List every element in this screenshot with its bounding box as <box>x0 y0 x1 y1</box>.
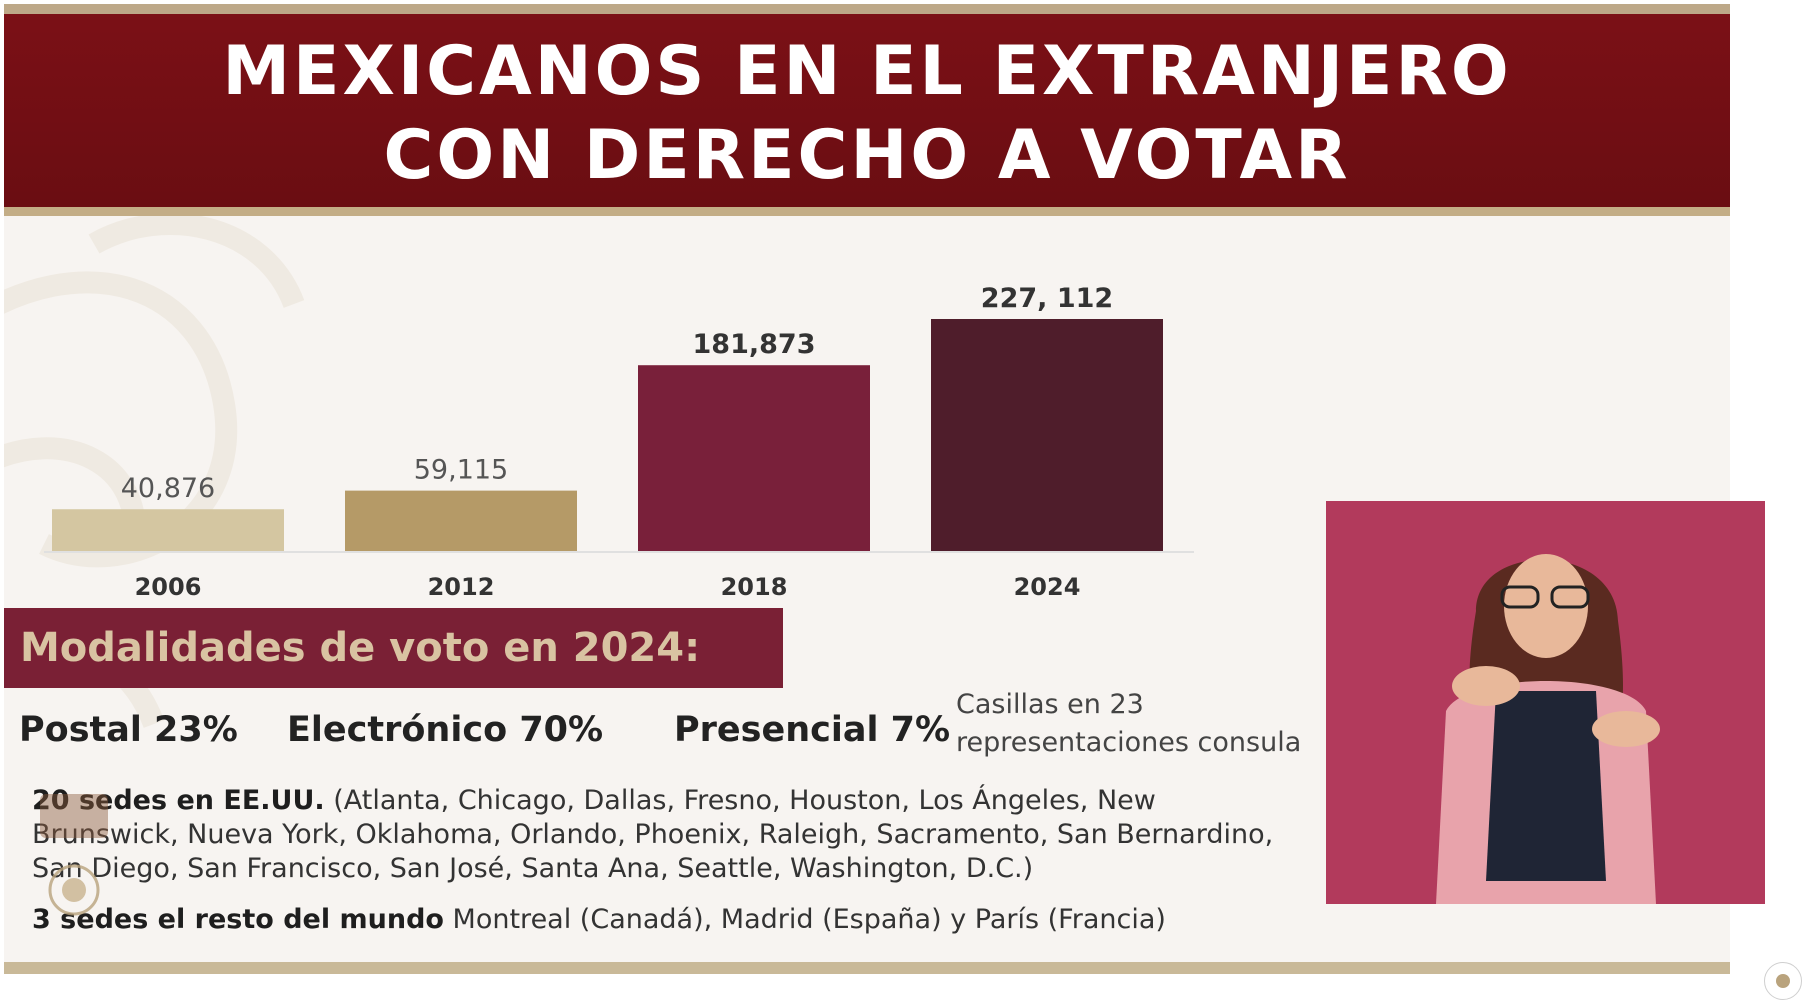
sign-language-interpreter-panel <box>1326 501 1765 904</box>
category-label-2006: 2006 <box>135 573 202 601</box>
casillas-note: Casillas en 23 representaciones consula <box>956 686 1330 766</box>
title-line-2: CON DERECHO A VOTAR <box>383 116 1351 195</box>
bar-2006 <box>52 509 284 551</box>
postal-percent: Postal 23% <box>19 710 238 750</box>
sedes-eeuu-list: (Atlanta, Chicago, Dallas, Fresno, Houst… <box>32 785 1274 884</box>
value-label-2006: 40,876 <box>121 473 215 504</box>
electronico-percent: Electrónico 70% <box>287 710 604 750</box>
category-label-2018: 2018 <box>721 573 788 601</box>
sedes-mundo: 3 sedes el resto del mundo Montreal (Can… <box>32 904 1166 935</box>
category-label-2024: 2024 <box>1014 573 1081 601</box>
presencial-percent: Presencial 7% <box>674 710 951 750</box>
sedes-eeuu-count: 20 sedes en EE.UU. <box>32 785 325 816</box>
casillas-line-2: representaciones consula <box>956 727 1302 758</box>
sedes-eeuu: 20 sedes en EE.UU. (Atlanta, Chicago, Da… <box>32 784 1282 886</box>
modalidades-heading: Modalidades de voto en 2024: <box>4 608 783 688</box>
gobierno-mexico-logo-icon <box>1764 962 1802 1000</box>
corner-logo-emblem <box>1776 974 1790 988</box>
value-label-2018: 181,873 <box>693 329 816 360</box>
title-banner: MEXICANOS EN EL EXTRANJERO CON DERECHO A… <box>4 14 1730 216</box>
presentation-slide: MEXICANOS EN EL EXTRANJERO CON DERECHO A… <box>4 4 1730 974</box>
category-label-2012: 2012 <box>428 573 495 601</box>
sedes-mundo-list: Montreal (Canadá), Madrid (España) y Par… <box>452 904 1166 935</box>
title-line-1: MEXICANOS EN EL EXTRANJERO <box>222 32 1512 111</box>
government-seal-icon <box>40 794 108 916</box>
value-label-2012: 59,115 <box>414 455 508 486</box>
interpreter-icon <box>1436 554 1660 904</box>
bar-2024 <box>931 319 1163 551</box>
bar-2018 <box>638 365 870 551</box>
top-rule <box>4 4 1730 14</box>
bar-chart: 40,876 2006 59,115 2012 181,873 2018 227, 112 2… <box>44 283 1194 601</box>
bottom-rule <box>4 962 1730 974</box>
value-label-2024: 227, 112 <box>981 283 1113 314</box>
casillas-line-1: Casillas en 23 <box>956 689 1144 720</box>
bar-2012 <box>345 490 577 551</box>
sedes-mundo-count: 3 sedes el resto del mundo <box>32 904 444 935</box>
